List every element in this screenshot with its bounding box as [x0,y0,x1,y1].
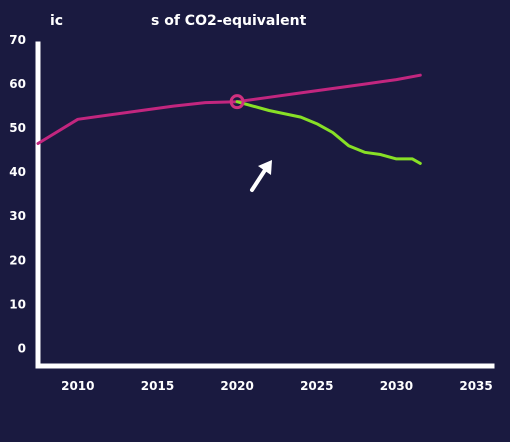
x-axis-ticks: 2010 2015 2020 2025 2030 2035 [61,379,493,393]
y-tick-label-60: 60 [9,77,26,91]
series-layer [36,73,422,165]
arrow-annotation [250,160,272,192]
x-tick-label-2025: 2025 [300,379,333,393]
y-tick-label-50: 50 [9,121,26,135]
x-tick-label-2030: 2030 [380,379,413,393]
annotation-layer [229,94,272,192]
divergence-point-marker [229,94,245,110]
series-line-reduction [235,100,422,165]
y-tick-label-30: 30 [9,209,26,223]
chart-title-fragment-left: ic [50,13,63,29]
y-tick-label-20: 20 [9,253,26,267]
y-tick-label-70: 70 [9,33,26,47]
x-tick-label-2035: 2035 [459,379,492,393]
y-tick-label-10: 10 [9,297,26,311]
arrow-head [258,160,272,175]
chart-title-fragment-right: s of CO2-equivalent [151,13,307,29]
y-tick-label-0: 0 [18,341,26,355]
arrow-shaft [250,165,269,192]
chart-title: ic s of CO2-equivalent [50,13,307,29]
x-tick-label-2015: 2015 [141,379,174,393]
x-tick-label-2010: 2010 [61,379,94,393]
x-tick-label-2020: 2020 [220,379,253,393]
y-axis-ticks: 0 10 20 30 40 50 60 70 [9,33,26,355]
y-tick-label-40: 40 [9,165,26,179]
